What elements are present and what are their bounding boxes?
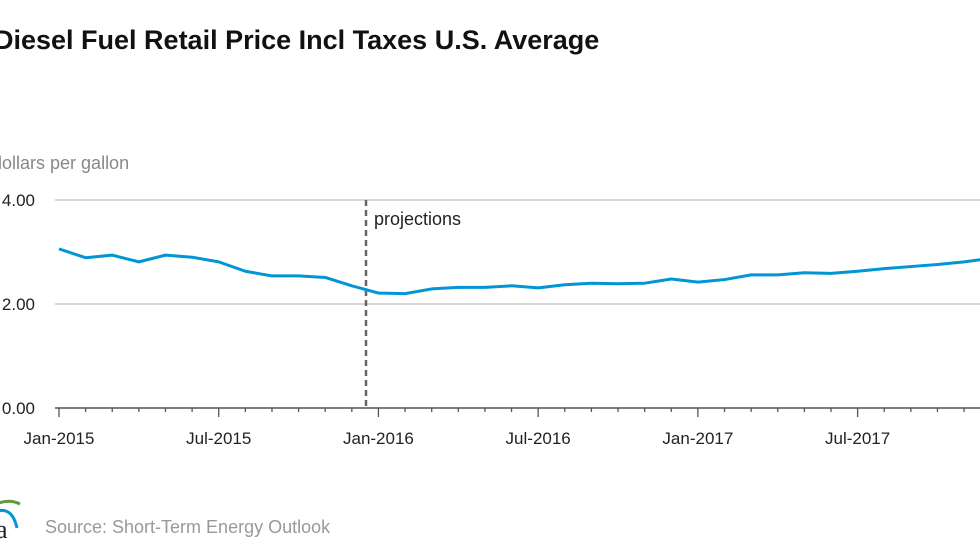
x-tick-label: Jan-2015: [24, 429, 95, 448]
y-tick-label: 2.00: [2, 295, 35, 314]
data-points: [58, 248, 965, 294]
gridlines: [55, 199, 980, 409]
x-tick-label: Jul-2016: [506, 429, 571, 448]
series-line: [58, 247, 980, 296]
x-tick-label: Jan-2016: [343, 429, 414, 448]
y-tick-labels: 0.00 2.00 4.00: [2, 191, 35, 418]
source-text: Source: Short-Term Energy Outlook: [45, 517, 331, 537]
y-axis-label: dollars per gallon: [0, 153, 129, 173]
chart-title: Diesel Fuel Retail Price Incl Taxes U.S.…: [0, 25, 599, 55]
eia-logo-icon: a: [0, 499, 21, 544]
y-tick-label: 4.00: [2, 191, 35, 210]
x-tick-label: Jan-2017: [662, 429, 733, 448]
svg-text:a: a: [0, 515, 8, 544]
y-tick-label: 0.00: [2, 399, 35, 418]
x-ticks: Jan-2015 Jul-2015 Jan-2016 Jul-2016 Jan-2017…: [24, 408, 965, 448]
x-tick-label: Jul-2015: [186, 429, 251, 448]
x-tick-label: Jul-2017: [825, 429, 890, 448]
projections-label: projections: [374, 209, 461, 229]
